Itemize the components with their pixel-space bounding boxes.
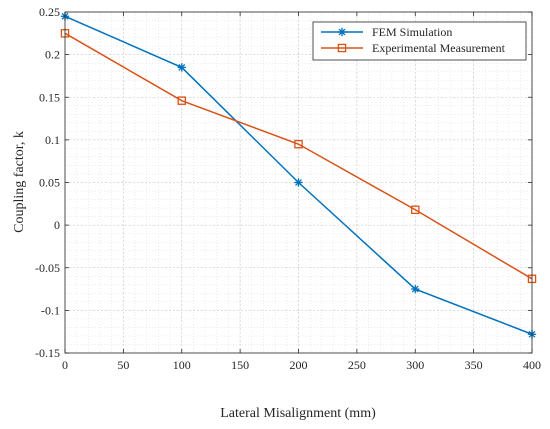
x-tick-label: 50	[117, 358, 129, 372]
data-point-fem-stroke	[411, 285, 419, 293]
legend: FEM Simulation Experimental Measurement	[312, 21, 527, 61]
x-tick-label: 350	[465, 358, 483, 372]
legend-marker-experimental	[337, 43, 347, 53]
legend-sample-fem	[321, 27, 363, 37]
y-tick-label: 0.15	[39, 90, 60, 104]
y-tick-label: -0.05	[35, 261, 60, 275]
y-axis-label: Coupling factor, k	[12, 131, 27, 233]
y-tick-labels: -0.15 -0.1 -0.05 0 0.05 0.1 0.15 0.2 0.25	[35, 5, 60, 360]
data-point-fem	[411, 284, 420, 294]
x-tick-label: 300	[406, 358, 424, 372]
y-tick-label: -0.15	[35, 346, 60, 360]
data-point-fem-stroke	[178, 63, 186, 71]
data-point-fem-stroke	[295, 179, 302, 186]
y-tick-label: 0.1	[45, 133, 60, 147]
series-line-experimental	[64, 32, 533, 280]
legend-marker-fem	[337, 27, 347, 37]
y-tick-label: 0	[54, 218, 60, 232]
data-point-fem	[177, 63, 186, 72]
legend-label-fem: FEM Simulation	[372, 25, 452, 39]
y-tick-label: 0.2	[45, 48, 60, 62]
x-tick-label: 400	[523, 358, 541, 372]
x-tick-label: 150	[231, 358, 249, 372]
data-point-experimental	[410, 205, 420, 215]
legend-marker-fem-stroke	[338, 28, 346, 36]
y-tick-label: -0.1	[41, 303, 60, 317]
x-tick-label: 200	[290, 358, 308, 372]
data-point-experimental	[294, 139, 303, 149]
y-tick-label: 0.05	[39, 176, 60, 190]
legend-label-experimental: Experimental Measurement	[372, 41, 506, 55]
axis-ticks	[64, 11, 533, 354]
legend-box	[312, 21, 527, 61]
x-tick-label: 0	[62, 358, 68, 372]
data-point-fem	[294, 178, 303, 187]
x-tick-labels: 0 50 100 150 200 250 300 350 400	[62, 358, 541, 372]
x-tick-label: 250	[348, 358, 366, 372]
x-tick-label: 100	[173, 358, 191, 372]
legend-sample-experimental	[321, 43, 363, 53]
data-point-experimental	[177, 96, 186, 105]
x-axis-label: Lateral Misalignment (mm)	[220, 406, 376, 421]
y-tick-label: 0.25	[39, 5, 60, 19]
